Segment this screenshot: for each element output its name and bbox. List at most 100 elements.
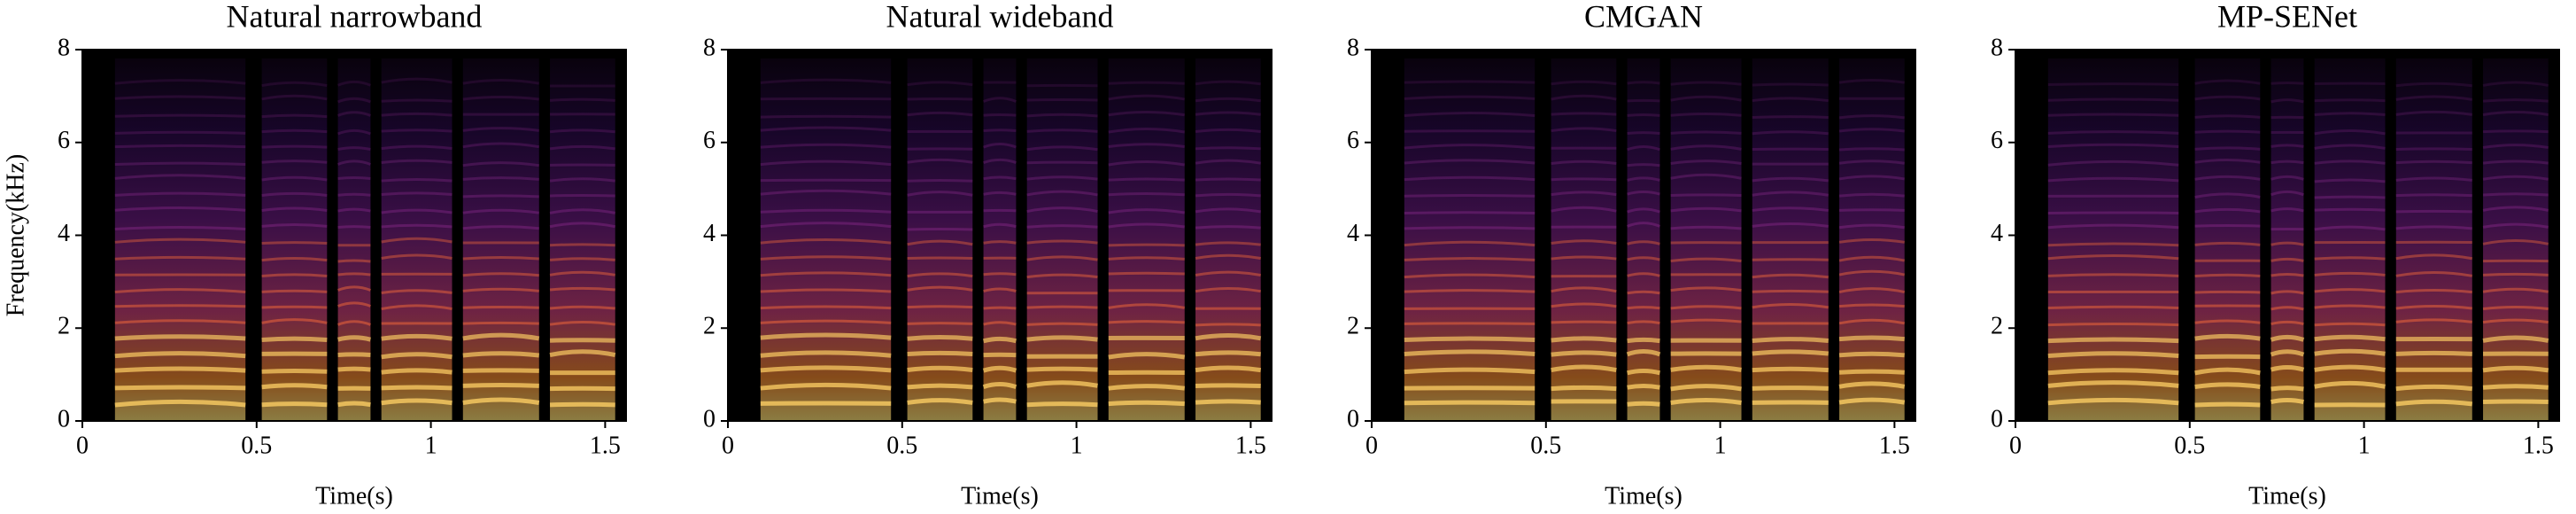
- harmonic: [1551, 94, 1617, 101]
- harmonic: [261, 273, 328, 278]
- harmonic: [462, 397, 540, 405]
- x-tick-label: 0: [76, 432, 89, 459]
- x-tick-label: 1.5: [1879, 432, 1910, 459]
- harmonic: [462, 351, 540, 358]
- harmonic: [1108, 177, 1185, 182]
- harmonic: [907, 285, 973, 292]
- harmonic: [2314, 334, 2386, 342]
- harmonic: [760, 365, 892, 373]
- harmonic: [462, 161, 539, 167]
- harmonic: [114, 113, 246, 118]
- harmonic: [381, 253, 453, 260]
- harmonic: [983, 240, 1017, 245]
- harmonic: [1551, 191, 1617, 197]
- harmonic: [1026, 160, 1098, 165]
- harmonic: [907, 191, 973, 197]
- harmonic: [1026, 239, 1098, 245]
- harmonic: [462, 176, 539, 181]
- harmonic: [1108, 256, 1185, 261]
- harmonic: [1195, 270, 1261, 276]
- harmonic: [2482, 192, 2549, 197]
- harmonic: [2395, 82, 2472, 88]
- spectral-energy: [2395, 58, 2472, 421]
- harmonic: [462, 287, 539, 292]
- harmonic: [381, 128, 453, 133]
- harmonic: [261, 401, 328, 408]
- spectral-energy: [550, 58, 615, 421]
- harmonic: [1838, 208, 1905, 212]
- harmonic: [2047, 351, 2179, 359]
- spectral-energy: [1404, 58, 1536, 421]
- harmonic: [1752, 97, 1829, 103]
- spectral-energy: [2270, 58, 2304, 421]
- harmonic: [462, 142, 540, 149]
- spectral-energy: [1195, 58, 1261, 421]
- harmonic: [1752, 337, 1829, 343]
- harmonic: [2482, 160, 2549, 165]
- harmonic: [983, 287, 1017, 292]
- harmonic: [2314, 322, 2386, 327]
- harmonic: [462, 332, 540, 341]
- harmonic: [1838, 381, 1906, 389]
- harmonic: [2270, 272, 2304, 277]
- harmonic: [114, 161, 246, 167]
- harmonic: [907, 383, 973, 390]
- harmonic: [1752, 130, 1829, 136]
- harmonic: [907, 97, 973, 101]
- spectral-energy: [2047, 58, 2179, 421]
- harmonic: [1026, 322, 1098, 326]
- harmonic: [1670, 225, 1742, 230]
- harmonic: [2395, 209, 2472, 214]
- x-tick-label: 0.5: [1530, 432, 1561, 459]
- harmonic: [114, 144, 246, 149]
- harmonic: [381, 352, 453, 360]
- harmonic: [381, 112, 453, 117]
- harmonic: [1026, 273, 1098, 279]
- harmonic: [1195, 192, 1261, 198]
- harmonic: [381, 208, 453, 214]
- chart-title: Natural narrowband: [227, 0, 483, 34]
- harmonic: [1195, 177, 1261, 182]
- harmonic: [261, 305, 328, 309]
- harmonic: [2194, 319, 2261, 324]
- y-tick-label: 8: [58, 34, 70, 61]
- spectral-energy: [2194, 58, 2261, 421]
- harmonic: [1627, 207, 1660, 214]
- harmonic: [1670, 130, 1742, 135]
- harmonic: [2482, 384, 2549, 390]
- harmonic: [1195, 207, 1261, 214]
- harmonic: [2270, 306, 2304, 311]
- harmonic: [2270, 386, 2304, 392]
- harmonic: [2194, 159, 2261, 164]
- harmonic: [982, 336, 1017, 344]
- harmonic: [381, 223, 453, 229]
- harmonic: [1195, 333, 1262, 341]
- harmonic: [1108, 303, 1186, 309]
- harmonic: [462, 194, 539, 199]
- harmonic: [1195, 128, 1261, 134]
- harmonic: [2395, 318, 2472, 323]
- harmonic: [2482, 206, 2549, 212]
- harmonic: [2194, 367, 2261, 376]
- harmonic: [1670, 384, 1742, 392]
- harmonic: [549, 349, 616, 358]
- harmonic: [2270, 241, 2304, 246]
- harmonic: [337, 80, 372, 87]
- harmonic: [261, 383, 328, 390]
- harmonic: [1195, 399, 1261, 405]
- harmonic: [2047, 160, 2179, 167]
- harmonic: [1108, 222, 1185, 229]
- harmonic: [760, 126, 892, 132]
- harmonic: [381, 177, 453, 183]
- harmonic: [381, 144, 453, 151]
- harmonic: [1551, 177, 1617, 182]
- harmonic: [1026, 305, 1098, 309]
- harmonic: [2270, 81, 2304, 85]
- harmonic: [2395, 270, 2473, 277]
- harmonic: [114, 319, 246, 324]
- harmonic: [261, 241, 328, 245]
- harmonic: [907, 178, 973, 183]
- harmonic: [114, 255, 246, 261]
- harmonic: [1551, 364, 1617, 373]
- harmonic: [2270, 160, 2304, 165]
